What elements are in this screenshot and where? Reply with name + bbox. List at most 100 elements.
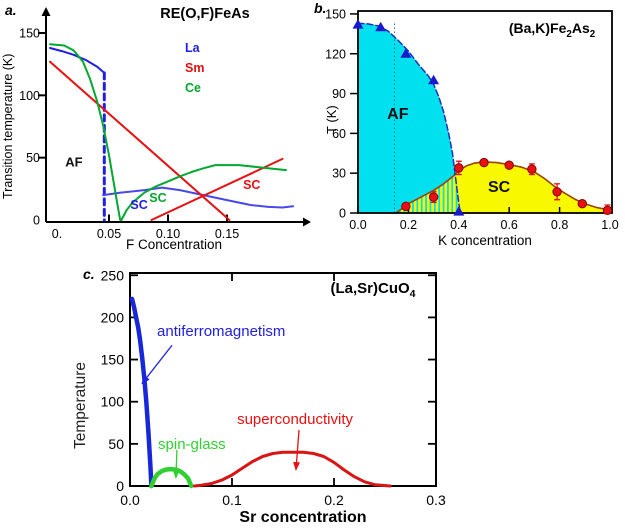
x-tick-label: 0.0: [349, 218, 366, 232]
y-tick-label: 100: [101, 394, 125, 410]
af-boundary: [357, 22, 461, 214]
y-tick-label: 30: [332, 167, 346, 181]
x-tick-label: 0.4: [450, 218, 467, 232]
af-tn-point: [428, 74, 440, 85]
x-axis-arrow: [303, 217, 311, 227]
sc-tc-point: [401, 201, 411, 212]
coexistence-stripe: [440, 185, 443, 213]
x-tick-label: 0.6: [501, 218, 518, 232]
y-tick-label: 150: [19, 26, 40, 40]
panel-a-title: RE(O,F)FeAs: [160, 6, 250, 22]
panel-a-legend: La Sm Ce: [185, 38, 204, 98]
region-label-af: AF: [387, 105, 409, 123]
y-tick-label: 100: [19, 89, 40, 103]
sc-tc-point: [454, 163, 464, 173]
panel-a-plot: 0.05 0.10 0.15 0. 0 50 100 150: [19, 7, 311, 241]
legend-item-ce: Ce: [185, 81, 201, 95]
y-tick-label: 150: [325, 7, 346, 21]
panel-c-xlabel: Sr concentration: [239, 509, 367, 526]
title-subscript: 2: [566, 28, 572, 40]
legend-item-sm: Sm: [185, 61, 205, 75]
Sm-SC-Tc: [150, 157, 284, 221]
y-tick-label: 0: [339, 207, 346, 221]
y-tick-label: 60: [332, 127, 346, 141]
x-origin-label: 0.: [52, 227, 62, 241]
y-axis-arrow: [41, 7, 51, 16]
antiferromagnetism: [129, 296, 154, 489]
Ce-AF-Tn: [49, 43, 122, 221]
x-tick-label: 0.05: [97, 227, 121, 241]
Ce-SC-Tc: [120, 164, 287, 221]
coexistence-stripe: [413, 200, 417, 213]
legend-item-la: La: [185, 41, 200, 55]
x-tick-label: 0.2: [400, 218, 417, 232]
annotation-spin-glass: spin-glass: [158, 436, 226, 454]
title-subscript: 4: [409, 288, 416, 300]
sc-tc-point: [428, 192, 439, 202]
af-tn-point: [352, 19, 364, 29]
panel-a: 0.05 0.10 0.15 0. 0 50 100 150 a. RE(O,F)FeAs L…: [0, 0, 312, 264]
panel-c-title: (La,Sr)CuO4: [310, 280, 436, 300]
sc-tc-point: [602, 205, 613, 216]
y-tick-label: 150: [101, 352, 125, 368]
sc-tc-point: [504, 160, 514, 170]
coexistence-stripe: [457, 170, 461, 213]
sc-dome-boundary: [395, 161, 613, 214]
coexistence-stripe: [448, 178, 452, 213]
spin-glass: [149, 466, 194, 489]
panel-a-xlabel: F Concentration: [125, 237, 223, 252]
x-tick-label: 0.10: [156, 227, 180, 241]
annotation-antiferromagnetism: antiferromagnetism: [157, 323, 286, 341]
plot-box: [129, 272, 437, 487]
panel-c: 0.0 0.1 0.2 0.3 0 50 100 150 200 250 c. (La,Sr)Cu…: [0, 264, 625, 528]
panel-b-plot: 0.0 0.2 0.4 0.6 0.8 1.0 0 30 60 90 120 150: [325, 7, 619, 232]
panel-c-ylabel: Temperature: [72, 361, 89, 449]
sc-tc-point: [527, 164, 537, 174]
panel-b-title: (Ba,K)Fe2As2: [482, 20, 622, 40]
panel-b-ylabel: T (K): [324, 105, 339, 135]
sc-tc-point: [577, 199, 587, 209]
af-tn-point: [400, 48, 412, 58]
coexistence-stripe: [422, 195, 426, 213]
title-text: (Ba,K)Fe: [508, 20, 567, 36]
coexistence-stripe: [444, 182, 447, 213]
coexistence-stripe: [400, 208, 404, 213]
y-tick-label: 0: [33, 214, 40, 228]
panel-b: 0.0 0.2 0.4 0.6 0.8 1.0 0 30 60 90 120 150 b. (Ba,K…: [312, 0, 625, 264]
annotation-arrow: [293, 429, 301, 471]
panel-b-xlabel: K concentration: [438, 233, 532, 248]
title-subscript: 2: [589, 28, 596, 40]
sc-tc-point: [552, 187, 562, 197]
panel-a-ylabel: Transition temperature (K): [1, 53, 15, 199]
y-tick-label: 0: [116, 478, 124, 494]
annotation-arrow: [172, 449, 180, 479]
coexistence-stripe: [453, 175, 456, 213]
panel-c-plot: 0.0 0.1 0.2 0.3 0 50 100 150 200 250: [101, 267, 446, 508]
af-tn-point: [453, 206, 465, 216]
annotation-superconductivity: superconductivity: [237, 410, 353, 428]
annotation-arrow: [141, 344, 173, 385]
region-label-sc: SC: [149, 191, 167, 206]
region-label-af: AF: [65, 154, 83, 170]
region-label-sc: SC: [243, 178, 261, 193]
y-tick-label: 90: [332, 87, 346, 101]
x-tick-label: 0.3: [426, 492, 446, 508]
y-tick-label: 120: [325, 47, 346, 61]
title-text: (La,Sr)CuO: [330, 280, 410, 297]
panel-b-letter: b.: [314, 0, 327, 16]
x-tick-label: 1.0: [601, 218, 618, 232]
x-tick-label: 0.2: [324, 492, 344, 508]
y-tick-label: 250: [101, 267, 125, 283]
af-region-area: [358, 23, 461, 214]
panel-c-letter: c.: [83, 266, 95, 282]
sc-tc-point: [479, 157, 489, 168]
region-label-sc: SC: [130, 198, 148, 213]
Sm-AF-Tn: [49, 60, 231, 221]
y-tick-label: 200: [101, 309, 125, 325]
coexistence-stripe: [427, 193, 430, 213]
superconductivity: [192, 450, 392, 488]
x-tick-label: 0.0: [120, 492, 140, 508]
coexistence-stripe: [418, 197, 421, 213]
coexistence-stripe: [409, 202, 413, 213]
